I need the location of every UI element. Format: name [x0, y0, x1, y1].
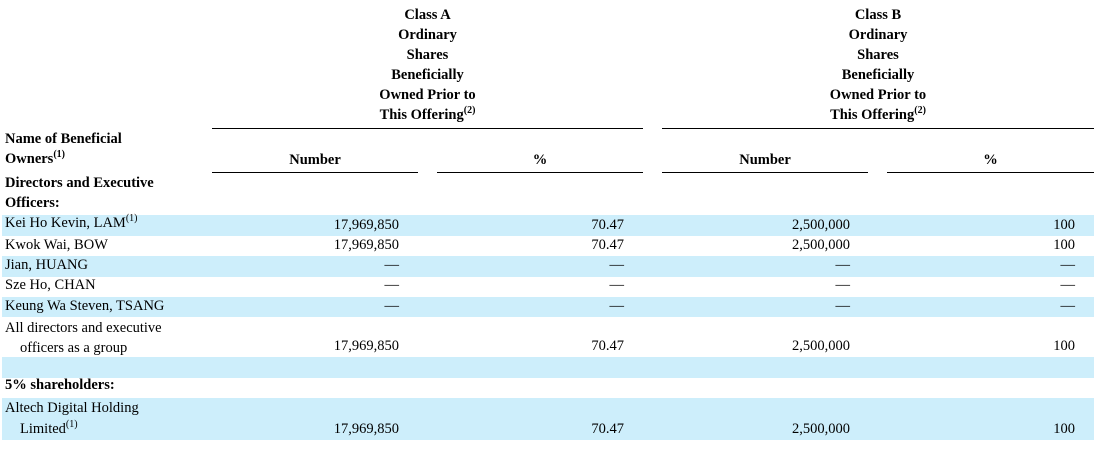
column-rule — [437, 172, 643, 173]
header-line: Shares — [406, 47, 449, 63]
header-line: Name of Beneficial — [5, 131, 122, 147]
class-b-number-header: Number — [739, 152, 791, 168]
header-line: Ordinary — [848, 27, 908, 43]
class-b-number: 2,500,000 — [792, 338, 850, 354]
class-b-number: — — [835, 277, 851, 293]
class-a-percent-header: % — [532, 152, 548, 168]
class-a-number-header: Number — [289, 152, 341, 168]
class-b-number: — — [835, 298, 851, 314]
class-b-header: Class B Ordinary Shares Beneficially Own… — [662, 5, 1094, 125]
header-line: This Offering(2) — [379, 105, 476, 124]
class-b-percent-header: % — [983, 152, 998, 168]
row-band — [2, 357, 1094, 378]
row-name: Keung Wa Steven, TSANG — [5, 298, 165, 314]
class-a-percent: — — [609, 277, 625, 293]
class-a-rule — [212, 128, 643, 129]
class-b-percent: — — [1060, 298, 1076, 314]
class-b-percent: 100 — [1053, 237, 1075, 253]
row-band — [2, 215, 1094, 236]
class-a-number: 17,969,850 — [333, 237, 399, 253]
header-line: Owned Prior to — [379, 87, 476, 103]
row-name: Kwok Wai, BOW — [5, 237, 108, 253]
header-line: Owned Prior to — [829, 87, 927, 103]
footnote-ref: (2) — [463, 105, 476, 116]
column-rule — [887, 172, 1094, 173]
class-a-number: 17,969,850 — [333, 217, 399, 233]
section-line: Officers: — [5, 195, 60, 211]
header-line: Class B — [854, 7, 902, 23]
class-b-rule — [662, 128, 1094, 129]
class-b-percent: 100 — [1053, 421, 1075, 437]
footnote-ref: (1) — [65, 419, 78, 430]
row-name: All directors and executive officers as … — [5, 318, 162, 358]
row-name: Kei Ho Kevin, LAM(1) — [5, 213, 138, 232]
class-b-number: 2,500,000 — [792, 237, 850, 253]
column-rule — [212, 172, 418, 173]
class-a-percent: 70.47 — [591, 421, 624, 437]
class-a-percent: 70.47 — [591, 217, 624, 233]
section-heading-shareholders: 5% shareholders: — [5, 377, 115, 393]
row-band — [2, 297, 1094, 317]
class-a-percent: — — [609, 298, 625, 314]
footnote-ref: (2) — [914, 105, 926, 116]
header-line: Owners(1) — [5, 149, 66, 168]
header-line: Beneficially — [841, 67, 915, 83]
class-b-number: — — [835, 257, 851, 273]
header-line: Shares — [857, 47, 899, 63]
class-a-number: — — [384, 257, 400, 273]
class-a-number: 17,969,850 — [333, 338, 399, 354]
class-a-number: — — [384, 298, 400, 314]
footnote-ref: (1) — [125, 213, 138, 224]
header-line: Beneficially — [391, 67, 464, 83]
row-name-line: All directors and executive — [5, 320, 162, 336]
row-name-line: officers as a group — [20, 340, 128, 356]
class-a-header: Class A Ordinary Shares Beneficially Own… — [212, 5, 643, 125]
section-heading-directors: Directors and Executive Officers: — [5, 173, 154, 213]
class-b-percent: 100 — [1053, 338, 1075, 354]
class-b-percent: 100 — [1053, 217, 1075, 233]
class-a-number: — — [384, 277, 400, 293]
class-b-number: 2,500,000 — [792, 217, 850, 233]
class-a-number: 17,969,850 — [333, 421, 399, 437]
row-name-line: Limited(1) — [20, 419, 78, 438]
row-name-line: Altech Digital Holding — [5, 400, 139, 416]
class-b-percent: — — [1060, 257, 1076, 273]
class-b-percent: — — [1060, 277, 1076, 293]
row-band — [2, 398, 1094, 440]
section-line: Directors and Executive — [5, 175, 154, 191]
class-b-number: 2,500,000 — [792, 421, 850, 437]
class-a-percent: 70.47 — [591, 237, 624, 253]
class-a-percent: — — [609, 257, 625, 273]
header-line: Ordinary — [398, 27, 457, 43]
name-column-header: Name of Beneficial Owners(1) — [5, 129, 122, 169]
row-name: Sze Ho, CHAN — [5, 277, 96, 293]
footnote-ref: (1) — [53, 149, 66, 160]
row-name: Jian, HUANG — [5, 257, 88, 273]
row-band — [2, 256, 1094, 277]
row-name: Altech Digital Holding Limited(1) — [5, 398, 139, 440]
header-line: Class A — [404, 7, 451, 23]
header-line: This Offering(2) — [830, 105, 926, 124]
class-a-percent: 70.47 — [591, 338, 624, 354]
column-rule — [662, 172, 868, 173]
